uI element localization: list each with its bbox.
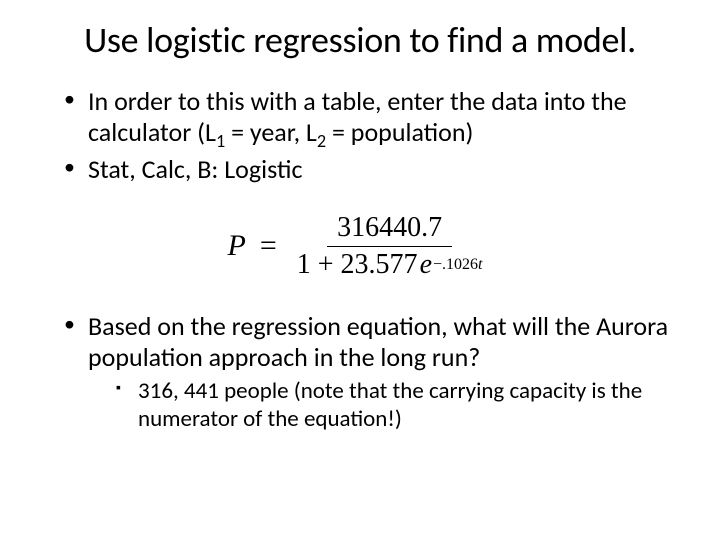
b1-sub1: 1 (216, 130, 225, 152)
eq-exp-prefix: −.1026 (433, 256, 478, 273)
bullet-list: In order to this with a table, enter the… (40, 86, 680, 186)
b1-sub2: 2 (317, 130, 326, 152)
bullet-item-2: Stat, Calc, B: Logistic (64, 154, 680, 185)
eq-lhs: P (228, 229, 246, 263)
equation: P = 316440.7 1 + 23.577 e −.1026t (228, 212, 493, 281)
sub-bullet-1: 316, 441 people (note that the carrying … (116, 377, 680, 433)
equation-block: P = 316440.7 1 + 23.577 e −.1026t (40, 212, 680, 281)
slide-title: Use logistic regression to find a model. (40, 18, 680, 62)
b1-text-mid: = year, L (225, 116, 317, 148)
eq-e: e (420, 249, 432, 281)
eq-denominator: 1 + 23.577 e −.1026t (287, 247, 493, 281)
eq-equals: = (260, 229, 277, 263)
bullet-list-2: Based on the regression equation, what w… (40, 311, 680, 433)
bullet-item-1: In order to this with a table, enter the… (64, 86, 680, 148)
sub-bullet-list: 316, 441 people (note that the carrying … (88, 377, 680, 433)
b1-text-post: = population) (326, 116, 473, 148)
bullet-item-3: Based on the regression equation, what w… (64, 311, 680, 433)
eq-den-prefix: 1 + 23.577 (297, 249, 418, 281)
eq-fraction: 316440.7 1 + 23.577 e −.1026t (287, 212, 493, 281)
eq-exp-var: t (478, 256, 482, 273)
eq-numerator: 316440.7 (327, 212, 452, 247)
b3-text: Based on the regression equation, what w… (88, 310, 668, 373)
